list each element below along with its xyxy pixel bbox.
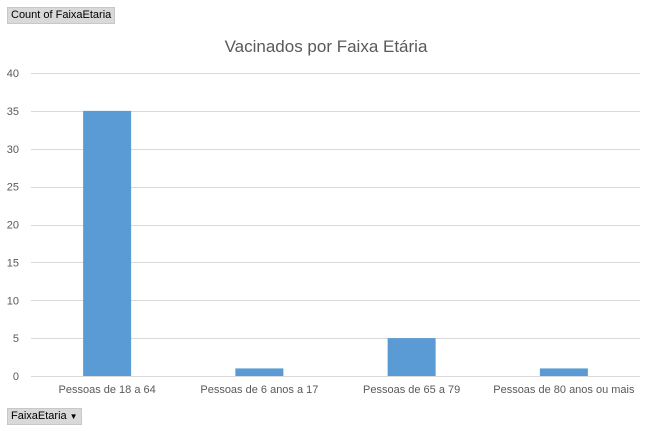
bar [83,110,132,376]
y-tick-label: 35 [7,106,19,118]
dropdown-arrow-icon: ▼ [69,412,78,421]
axis-field-button[interactable]: FaixaEtaria ▼ [7,408,82,425]
bar [539,368,588,376]
x-tick-label: Pessoas de 80 anos ou mais [493,384,635,396]
x-tick-label: Pessoas de 6 anos a 17 [200,384,318,396]
y-tick-label: 5 [13,333,19,345]
y-axis-ticks: 0 5 10 15 20 25 30 35 40 [7,68,19,383]
y-tick-label: 30 [7,144,19,156]
bar [235,368,284,376]
y-tick-label: 15 [7,257,19,269]
bar [387,338,436,376]
y-tick-label: 40 [7,68,19,80]
value-field-button[interactable]: Count of FaixaEtaria [7,7,116,24]
gridlines [31,73,640,377]
axis-field-label: FaixaEtaria [11,410,67,422]
y-tick-label: 25 [7,182,19,194]
y-tick-label: 0 [13,371,19,383]
chart-title: Vacinados por Faixa Etária [225,37,428,56]
y-tick-label: 20 [7,220,19,232]
x-tick-label: Pessoas de 65 a 79 [363,384,460,396]
x-tick-label: Pessoas de 18 a 64 [59,384,156,396]
bars [83,110,588,376]
value-field-label: Count of FaixaEtaria [11,9,112,21]
y-tick-label: 10 [7,295,19,307]
x-axis-ticks: Pessoas de 18 a 64 Pessoas de 6 anos a 17… [59,384,635,396]
